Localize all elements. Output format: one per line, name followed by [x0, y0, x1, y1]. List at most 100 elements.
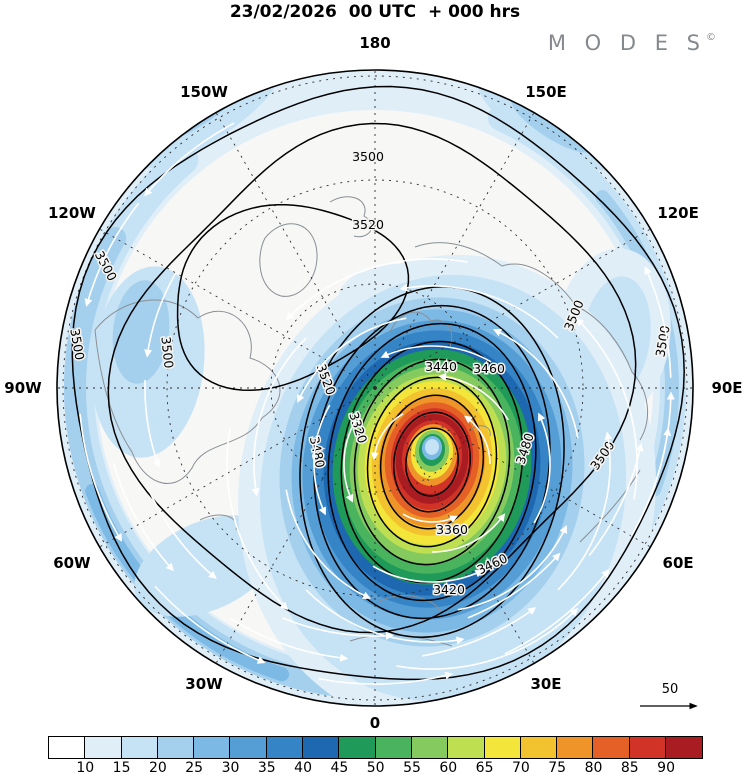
direction-labels: 180 150E 120E 90E 60E 30E 0 30W 60W 90W 120W 150W	[4, 34, 742, 732]
colorbar-tick-50: 50	[366, 760, 385, 776]
contour-label-3500: 3500	[67, 327, 87, 361]
direction-label-60E: 60E	[663, 554, 694, 572]
direction-label-150W: 150W	[180, 83, 228, 101]
colorbar-tick-60: 60	[439, 760, 458, 776]
wind-arrow	[84, 202, 140, 307]
colorbar-cell-11	[448, 737, 485, 758]
colorbar-cell-3	[157, 737, 195, 758]
colorbar-cell-4	[194, 737, 231, 758]
colorbar-cell-15	[593, 737, 630, 758]
colorbar-tick-10: 10	[76, 760, 95, 776]
colorbar-tick-75: 75	[548, 760, 567, 776]
map-boundary	[56, 69, 694, 707]
wind-arrow	[422, 607, 537, 657]
wind-arrow	[630, 427, 672, 537]
direction-label-120E: 120E	[657, 204, 699, 222]
colorbar-cell-14	[557, 737, 594, 758]
brand-text: M O D E S	[547, 31, 706, 55]
colorbar-cell-2	[121, 737, 158, 758]
wind-arrow	[144, 122, 235, 197]
wind-arrow	[457, 525, 568, 611]
wind-arrow	[285, 489, 371, 600]
wind-arrow	[285, 258, 468, 321]
colorbar-tick-55: 55	[403, 760, 421, 776]
colorbar-cell-7	[303, 737, 340, 758]
direction-label-120W: 120W	[48, 204, 96, 222]
colorbar-cell-17	[666, 737, 703, 758]
wind-arrow	[296, 317, 407, 403]
direction-label-30E: 30E	[530, 675, 561, 693]
colorbar-cell-8	[339, 737, 376, 758]
colorbar-tick-25: 25	[185, 760, 204, 776]
wind-arrow	[588, 443, 644, 556]
colorbar-tick-90: 90	[657, 760, 676, 776]
wind-arrow	[431, 513, 506, 553]
wind-arrow	[144, 379, 161, 469]
contour-label-3500: 3500	[471, 60, 503, 75]
wind-arrow	[557, 431, 613, 591]
wind-arrow	[112, 462, 174, 572]
wind-arrow	[251, 337, 307, 497]
contour-label-3420: 3420	[433, 582, 465, 597]
colorbar-tick-40: 40	[294, 760, 313, 776]
chart-title: 23/02/2026 00 UTC + 000 hrs	[229, 2, 521, 22]
reference-vector-label: 50	[661, 682, 679, 697]
colorbar-cell-10	[411, 737, 449, 758]
brand-copyright-mark: ©	[706, 32, 716, 43]
colorbar-tick-30: 30	[221, 760, 240, 776]
wind-arrow	[533, 412, 551, 524]
wind-arrow	[154, 585, 266, 664]
colorbar-tick-85: 85	[620, 760, 639, 776]
direction-label-90W: 90W	[4, 379, 42, 397]
graticule	[57, 70, 693, 706]
direction-label-30W: 30W	[185, 675, 223, 693]
reference-vector-arrow	[640, 702, 698, 710]
wind-arrow	[402, 513, 458, 523]
direction-label-90E: 90E	[711, 379, 742, 397]
colorbar-tick-80: 80	[584, 760, 603, 776]
direction-label-0: 0	[370, 714, 380, 732]
colorbar-tick-15: 15	[112, 760, 131, 776]
wind-arrow	[343, 419, 357, 503]
wind-arrow	[396, 607, 579, 670]
wind-arrow	[281, 617, 394, 640]
colorbar-tick-70: 70	[511, 760, 530, 776]
wind-arrow	[463, 415, 491, 465]
brand-logo: M O D E S©	[548, 31, 716, 55]
wind-arrow	[438, 372, 509, 421]
colorbar-tick-35: 35	[257, 760, 276, 776]
colorbar-cell-13	[520, 737, 558, 758]
wind-arrow	[226, 428, 289, 611]
colorbar-tick-45: 45	[330, 760, 349, 776]
contour-label-3500: 3500	[158, 336, 176, 369]
wind-arrows	[79, 122, 675, 685]
colorbar-cell-9	[375, 737, 412, 758]
wind-arrow	[144, 272, 177, 358]
contour-label-3520: 3520	[352, 217, 384, 232]
contour-label-3460: 3460	[473, 361, 505, 376]
direction-label-180: 180	[359, 34, 390, 52]
height-contours	[71, 85, 685, 681]
colorbar-cell-5	[230, 737, 267, 758]
contour-label-3440: 3440	[425, 359, 457, 374]
wind-arrow	[372, 565, 484, 583]
reference-vector: 50	[632, 682, 708, 717]
contour-label-3500: 3500	[352, 149, 384, 164]
wind-arrow	[644, 266, 672, 378]
direction-label-150E: 150E	[525, 83, 567, 101]
colorbar-cell-6	[266, 737, 304, 758]
wind-arrow	[493, 328, 579, 439]
wind-arrow	[147, 488, 217, 580]
colorbar-cell-16	[629, 737, 667, 758]
wind-arrow	[370, 413, 404, 461]
wind-arrow	[79, 413, 123, 542]
wind-speed-shading	[57, 70, 693, 706]
wind-arrow	[318, 671, 454, 685]
wind-arrow	[467, 552, 561, 619]
wind-arrow	[575, 317, 638, 500]
wind-arrow	[313, 404, 331, 516]
contour-label-3360: 3360	[436, 522, 468, 537]
wind-arrow	[230, 618, 349, 662]
